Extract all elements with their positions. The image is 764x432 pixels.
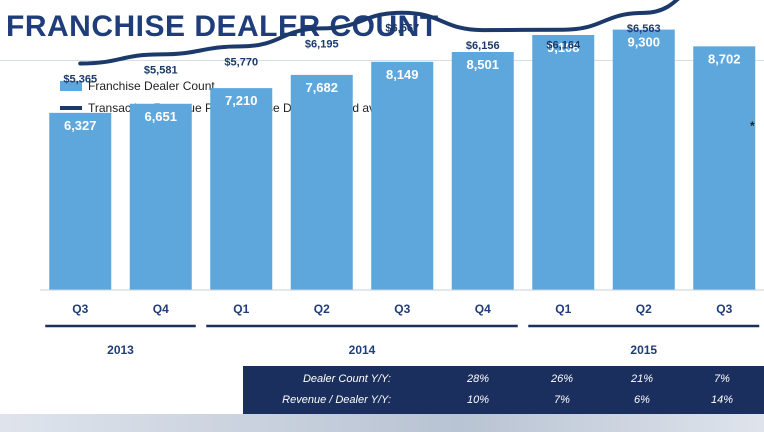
yoy-value: 10% (466, 394, 490, 406)
line-point (159, 52, 163, 56)
bar (532, 34, 595, 291)
line-value-label: $5,581 (144, 64, 178, 76)
bar-value-label: 8,501 (466, 57, 499, 72)
bar-value-label: 8,149 (386, 67, 419, 82)
bar (693, 46, 756, 291)
x-tick-label: Q1 (555, 302, 571, 316)
x-tick-label: Q4 (475, 302, 491, 316)
line-point (320, 26, 324, 30)
yoy-value: 7% (554, 394, 570, 406)
x-tick-label: Q3 (716, 302, 732, 316)
bar-value-label: 9,300 (627, 35, 660, 50)
line-point (481, 28, 485, 32)
yoy-row-label: Revenue / Dealer Y/Y: (282, 394, 391, 406)
yoy-value: 26% (550, 373, 574, 385)
yoy-value: 21% (630, 373, 654, 385)
bar (451, 51, 514, 290)
bottom-decor-strip (0, 414, 764, 432)
bar-series (49, 29, 756, 291)
line-value-label: $6,156 (466, 40, 500, 52)
bar-value-label: 8,702 (708, 51, 741, 66)
legend-label-bar: Franchise Dealer Count (88, 79, 215, 93)
line-point (78, 61, 82, 65)
bar-value-labels: 6,327 6,651 7,210 7,682 8,149 8,501 9,108 9,300… (64, 35, 741, 133)
line-value-label: $5,770 (224, 56, 258, 68)
slide-title: FRANCHISE DEALER COUNT (6, 10, 439, 43)
footnote-marker: * (750, 119, 755, 133)
line-series (78, 0, 680, 66)
yoy-value: 14% (710, 394, 734, 406)
bar (49, 112, 112, 291)
year-groups: 2013 2014 2015 (45, 324, 760, 357)
year-label: 2013 (107, 343, 134, 357)
year-label: 2015 (630, 343, 657, 357)
bar (371, 61, 434, 290)
line-value-label: $5,365 (63, 73, 97, 85)
bar-value-label: 6,651 (144, 109, 177, 124)
line-value-labels: $5,365 $5,581 $5,770 $6,195 $6,567 $6,156 $6,1… (63, 23, 661, 86)
line-value-label: $6,567 (385, 23, 419, 35)
line-point (400, 11, 404, 15)
x-tick-label: Q2 (314, 302, 330, 316)
x-tick-label: Q3 (394, 302, 410, 316)
yoy-row-label: Dealer Count Y/Y: (302, 373, 391, 385)
line-point (239, 44, 243, 48)
chart: Franchise Dealer Count Transaction Reven… (40, 0, 764, 357)
line-point (642, 11, 646, 15)
line-point (561, 28, 565, 32)
yoy-value: 7% (714, 373, 730, 385)
bar (290, 74, 353, 291)
legend-swatch-bar (60, 81, 82, 91)
bar-value-label: 9,108 (547, 40, 580, 55)
bar (612, 29, 675, 290)
line-value-label: $6,195 (305, 38, 339, 50)
yoy-growth-table: Dealer Count Y/Y: 28% 26% 21% 7% Revenue / De… (243, 366, 764, 414)
x-tick-label: Q1 (233, 302, 249, 316)
x-tick-label: Q4 (153, 302, 169, 316)
bar-value-label: 6,327 (64, 118, 97, 133)
bar (129, 103, 192, 290)
year-label: 2014 (349, 343, 376, 357)
bar-value-label: 7,210 (225, 93, 258, 108)
x-tick-label: Q3 (72, 302, 88, 316)
line-value-label: $6,563 (627, 23, 661, 35)
bar-value-label: 7,682 (305, 80, 338, 95)
yoy-value: 6% (634, 394, 650, 406)
x-axis: Q3 Q4 Q1 Q2 Q3 Q4 Q1 Q2 Q3 (40, 289, 764, 316)
x-tick-label: Q2 (636, 302, 652, 316)
yoy-value: 28% (466, 373, 490, 385)
bar (210, 88, 273, 291)
line-value-label: $6,164 (546, 40, 581, 52)
title-divider (0, 60, 764, 61)
